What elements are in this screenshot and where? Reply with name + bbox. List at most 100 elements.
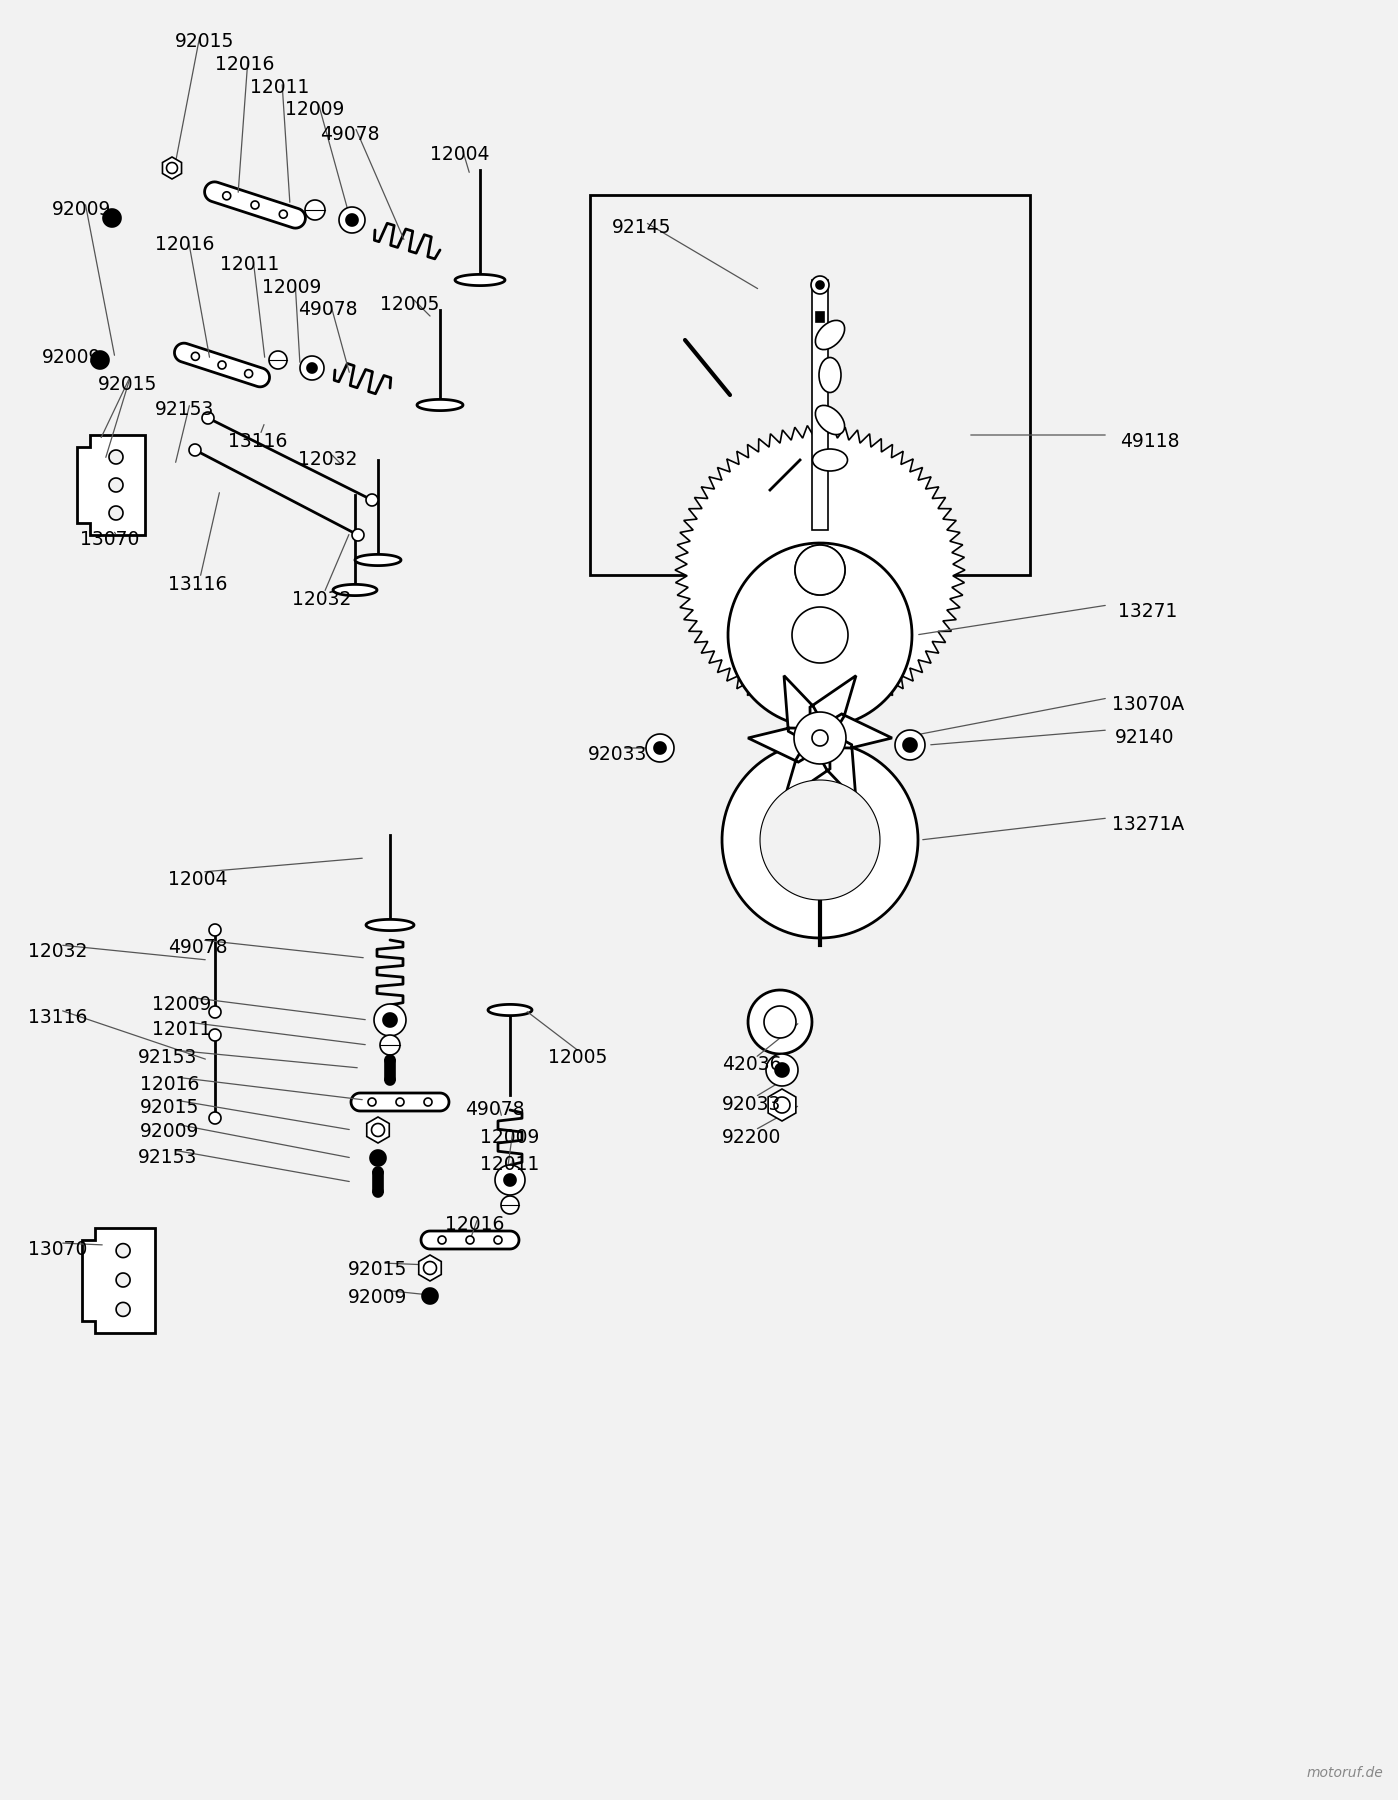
Polygon shape [109, 450, 123, 464]
Text: 13070: 13070 [28, 1240, 87, 1258]
Polygon shape [189, 445, 201, 455]
Text: 12009: 12009 [480, 1129, 540, 1147]
Polygon shape [812, 731, 828, 745]
Text: 12032: 12032 [292, 590, 351, 608]
Polygon shape [366, 1118, 389, 1143]
Polygon shape [728, 544, 911, 727]
Polygon shape [748, 990, 812, 1055]
Polygon shape [218, 362, 226, 369]
Polygon shape [654, 742, 665, 754]
Polygon shape [495, 1165, 526, 1195]
Text: 92200: 92200 [721, 1129, 781, 1147]
Polygon shape [340, 207, 365, 232]
Polygon shape [383, 1013, 397, 1028]
Polygon shape [765, 1006, 795, 1039]
Polygon shape [795, 545, 844, 596]
Text: 49078: 49078 [168, 938, 228, 958]
Polygon shape [210, 1030, 221, 1040]
Polygon shape [103, 209, 122, 227]
Ellipse shape [815, 320, 844, 349]
Text: 13070A: 13070A [1111, 695, 1184, 715]
Text: 92033: 92033 [721, 1094, 781, 1114]
Polygon shape [245, 369, 253, 378]
Polygon shape [210, 923, 221, 936]
Polygon shape [895, 731, 925, 760]
Ellipse shape [819, 358, 842, 392]
Ellipse shape [812, 448, 847, 472]
Polygon shape [77, 436, 145, 535]
Text: 92033: 92033 [589, 745, 647, 763]
Polygon shape [766, 1055, 798, 1085]
Text: 12004: 12004 [431, 146, 489, 164]
Text: 49078: 49078 [298, 301, 358, 319]
Polygon shape [417, 400, 463, 410]
Text: 12009: 12009 [285, 101, 344, 119]
Text: 92015: 92015 [175, 32, 235, 50]
Text: 92153: 92153 [138, 1148, 197, 1166]
Text: 13116: 13116 [28, 1008, 87, 1028]
Ellipse shape [815, 405, 844, 434]
Polygon shape [116, 1273, 130, 1287]
Polygon shape [373, 1172, 383, 1192]
Polygon shape [500, 1195, 519, 1213]
Text: 92153: 92153 [155, 400, 214, 419]
Text: 92015: 92015 [140, 1098, 200, 1118]
Polygon shape [268, 351, 287, 369]
Text: 13271A: 13271A [1111, 815, 1184, 833]
Polygon shape [366, 920, 414, 931]
Polygon shape [308, 364, 317, 373]
Text: 12016: 12016 [215, 56, 274, 74]
Polygon shape [793, 812, 849, 868]
Text: 92140: 92140 [1116, 727, 1174, 747]
Polygon shape [162, 157, 182, 178]
Polygon shape [109, 479, 123, 491]
Polygon shape [203, 412, 214, 425]
Text: 92009: 92009 [52, 200, 112, 220]
Polygon shape [748, 675, 892, 801]
Text: 92009: 92009 [348, 1289, 407, 1307]
Text: 92009: 92009 [42, 347, 102, 367]
Polygon shape [366, 493, 377, 506]
Polygon shape [721, 742, 918, 938]
Polygon shape [794, 713, 846, 763]
Polygon shape [793, 607, 849, 662]
Text: 49118: 49118 [1120, 432, 1180, 452]
Text: motoruf.de: motoruf.de [1306, 1766, 1383, 1780]
Polygon shape [192, 353, 200, 360]
Text: 12032: 12032 [298, 450, 358, 470]
Text: 12032: 12032 [28, 941, 87, 961]
Polygon shape [333, 585, 377, 596]
Polygon shape [424, 1262, 436, 1274]
Polygon shape [675, 425, 965, 715]
Polygon shape [488, 1004, 533, 1015]
Polygon shape [352, 529, 363, 542]
Polygon shape [252, 202, 259, 209]
Text: 92153: 92153 [138, 1048, 197, 1067]
Polygon shape [301, 356, 324, 380]
Polygon shape [91, 351, 109, 369]
Polygon shape [422, 1289, 438, 1303]
Polygon shape [493, 1237, 502, 1244]
Polygon shape [774, 1096, 790, 1112]
Text: 49078: 49078 [320, 124, 379, 144]
Polygon shape [204, 182, 305, 229]
Text: 92009: 92009 [140, 1121, 200, 1141]
Polygon shape [373, 1186, 383, 1197]
Polygon shape [795, 545, 844, 596]
Polygon shape [109, 506, 123, 520]
Text: 12009: 12009 [261, 277, 322, 297]
Text: 12016: 12016 [140, 1075, 200, 1094]
Polygon shape [419, 1255, 442, 1282]
Polygon shape [774, 1064, 788, 1076]
Polygon shape [816, 281, 823, 290]
Polygon shape [355, 554, 401, 565]
Polygon shape [811, 275, 829, 293]
Text: 12004: 12004 [168, 869, 228, 889]
Text: 12005: 12005 [548, 1048, 607, 1067]
Polygon shape [375, 1004, 405, 1037]
Polygon shape [646, 734, 674, 761]
Text: 92015: 92015 [98, 374, 158, 394]
Text: 12005: 12005 [380, 295, 439, 313]
Polygon shape [116, 1244, 130, 1258]
Polygon shape [347, 214, 358, 227]
